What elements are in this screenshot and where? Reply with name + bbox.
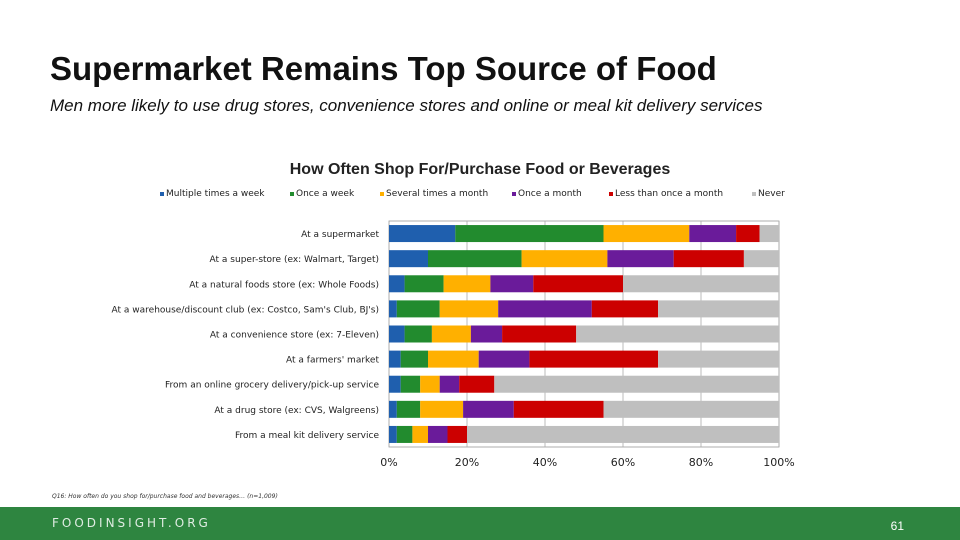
bar-once-a-week-9 xyxy=(396,425,413,443)
bar-once-a-week-1 xyxy=(455,225,604,243)
bar-once-a-week-2 xyxy=(428,250,522,268)
category-label: From an online grocery delivery/pick-up … xyxy=(165,381,379,391)
legend-label: Several times a month xyxy=(386,189,488,199)
category-labels: At a supermarket At a super-store (ex: Wa… xyxy=(112,230,380,441)
footnote: Q16: How often do you shop for/purchase … xyxy=(52,493,278,500)
category-label: At a supermarket xyxy=(301,230,379,240)
bar-less-than-once-a-month-5 xyxy=(502,325,577,343)
bar-several-times-a-month-6 xyxy=(428,350,479,368)
bar-never-3 xyxy=(623,275,779,293)
x-tick-label: 80% xyxy=(689,456,713,469)
legend-swatch xyxy=(752,192,756,196)
legend-swatch xyxy=(380,192,384,196)
bar-once-a-month-5 xyxy=(470,325,503,343)
category-label: At a natural foods store (ex: Whole Food… xyxy=(189,280,379,290)
bar-less-than-once-a-month-6 xyxy=(529,350,659,368)
bar-once-a-week-5 xyxy=(404,325,432,343)
bar-less-than-once-a-month-8 xyxy=(513,400,604,418)
category-label: At a convenience store (ex: 7-Eleven) xyxy=(210,331,379,341)
bar-once-a-month-9 xyxy=(428,425,448,443)
legend-swatch xyxy=(609,192,613,196)
legend-label: Once a month xyxy=(518,189,582,199)
bar-never-5 xyxy=(576,325,779,343)
bar-once-a-month-4 xyxy=(498,300,592,318)
legend-label: Never xyxy=(758,189,785,199)
x-tick-label: 40% xyxy=(533,456,557,469)
footer-logo: FOODINSIGHT.ORG xyxy=(52,516,211,530)
category-label: From a meal kit delivery service xyxy=(235,431,380,441)
bar-once-a-month-7 xyxy=(439,375,460,393)
bar-several-times-a-month-9 xyxy=(412,425,428,443)
chart-title: How Often Shop For/Purchase Food or Beve… xyxy=(289,161,671,178)
x-tick-label: 100% xyxy=(763,456,794,469)
bar-several-times-a-month-8 xyxy=(420,400,464,418)
bar-multiple-times-a-week-5 xyxy=(389,325,405,343)
bar-once-a-month-8 xyxy=(463,400,514,418)
bar-never-8 xyxy=(603,400,779,418)
bar-once-a-month-1 xyxy=(689,225,737,243)
bar-multiple-times-a-week-2 xyxy=(389,250,428,268)
legend-label: Once a week xyxy=(296,189,355,199)
bar-once-a-week-7 xyxy=(400,375,421,393)
x-tick-label: 20% xyxy=(455,456,479,469)
bar-never-9 xyxy=(467,425,779,443)
bar-multiple-times-a-week-1 xyxy=(389,225,456,243)
bar-several-times-a-month-4 xyxy=(439,300,499,318)
category-label: At a super-store (ex: Walmart, Target) xyxy=(210,255,379,265)
bar-less-than-once-a-month-4 xyxy=(591,300,659,318)
x-tick-label: 0% xyxy=(380,456,397,469)
legend-swatch xyxy=(290,192,294,196)
x-axis: 0% 20% 40% 60% 80% 100% xyxy=(380,456,794,469)
bar-multiple-times-a-week-7 xyxy=(389,375,401,393)
bar-once-a-week-8 xyxy=(396,400,421,418)
bar-once-a-month-2 xyxy=(607,250,674,268)
footer-bar: FOODINSIGHT.ORG 61 xyxy=(0,507,960,540)
plot-area xyxy=(388,220,780,448)
bar-less-than-once-a-month-9 xyxy=(447,425,467,443)
bar-several-times-a-month-3 xyxy=(443,275,491,293)
bar-once-a-week-6 xyxy=(400,350,428,368)
bar-less-than-once-a-month-1 xyxy=(736,225,760,243)
bar-multiple-times-a-week-9 xyxy=(389,425,397,443)
slide-subtitle: Men more likely to use drug stores, conv… xyxy=(50,96,763,115)
bar-several-times-a-month-2 xyxy=(521,250,608,268)
bar-less-than-once-a-month-2 xyxy=(673,250,744,268)
x-tick-label: 60% xyxy=(611,456,635,469)
legend-swatch xyxy=(512,192,516,196)
legend-swatch xyxy=(160,192,164,196)
bar-never-1 xyxy=(759,225,779,243)
bar-multiple-times-a-week-6 xyxy=(389,350,401,368)
bar-never-6 xyxy=(658,350,779,368)
category-label: At a farmers' market xyxy=(286,356,379,366)
bar-once-a-week-3 xyxy=(404,275,444,293)
bar-multiple-times-a-week-8 xyxy=(389,400,397,418)
bar-once-a-month-3 xyxy=(490,275,534,293)
bar-multiple-times-a-week-3 xyxy=(389,275,405,293)
bar-once-a-week-4 xyxy=(396,300,440,318)
bar-never-7 xyxy=(494,375,779,393)
legend-label: Multiple times a week xyxy=(166,189,265,199)
bar-less-than-once-a-month-7 xyxy=(459,375,495,393)
page-number: 61 xyxy=(890,519,904,533)
bar-several-times-a-month-5 xyxy=(431,325,471,343)
bar-less-than-once-a-month-3 xyxy=(533,275,623,293)
bar-once-a-month-6 xyxy=(478,350,530,368)
category-label: At a warehouse/discount club (ex: Costco… xyxy=(112,305,379,315)
slide-title: Supermarket Remains Top Source of Food xyxy=(50,50,717,87)
chart-legend: Multiple times a week Once a week Several … xyxy=(160,189,785,199)
bar-several-times-a-month-7 xyxy=(420,375,440,393)
bar-never-4 xyxy=(658,300,779,318)
bar-never-2 xyxy=(743,250,779,268)
category-label: At a drug store (ex: CVS, Walgreens) xyxy=(214,406,379,416)
bar-several-times-a-month-1 xyxy=(603,225,690,243)
legend-label: Less than once a month xyxy=(615,189,723,199)
bar-multiple-times-a-week-4 xyxy=(389,300,397,318)
